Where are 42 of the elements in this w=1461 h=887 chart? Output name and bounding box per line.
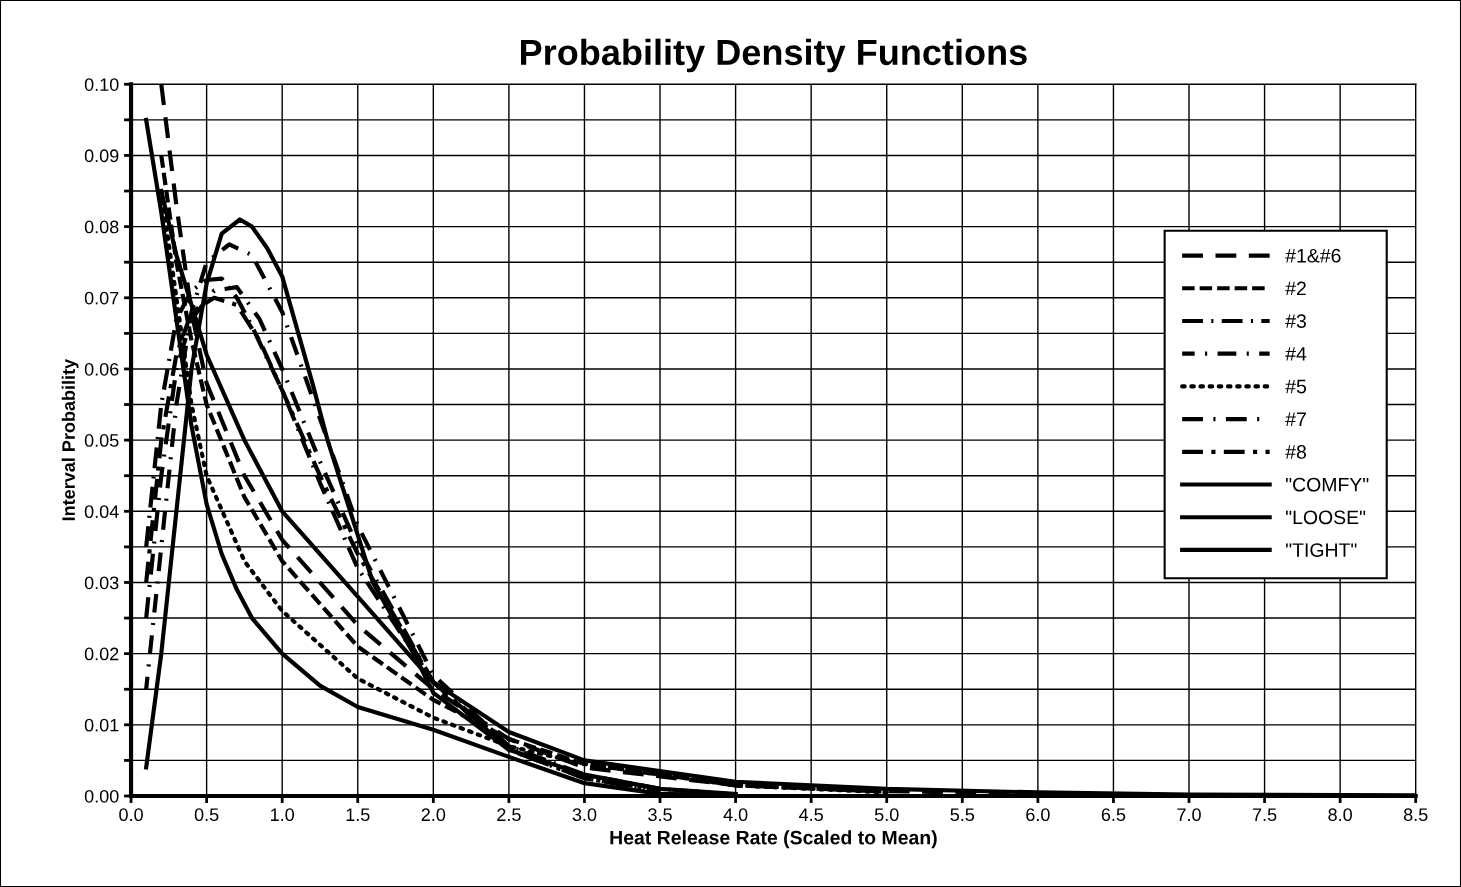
x-tick-label: 2.0 [421,808,446,822]
legend-label: #7 [1285,412,1306,426]
x-tick-label: 0.0 [119,808,143,822]
y-tick-label: 0.03 [84,576,119,590]
x-tick-label: 3.5 [648,808,672,822]
y-axis-title: Interval Probability [61,358,79,521]
y-tick-label: 0.01 [84,718,119,732]
legend-label: #2 [1285,281,1306,296]
x-tick-label: 6.5 [1101,808,1126,822]
y-tick-label: 0.00 [84,789,119,803]
y-tick-label: 0.09 [84,149,119,163]
legend-label: #3 [1285,314,1306,328]
x-tick-label: 6.0 [1026,808,1050,822]
legend-label: #5 [1285,379,1307,394]
y-tick-label: 0.06 [84,362,119,376]
legend-label: #4 [1285,347,1307,361]
legend-label: "TIGHT" [1286,543,1357,557]
x-axis-title: Heat Release Rate (Scaled to Mean) [610,830,937,849]
x-tick-label: 7.0 [1177,808,1201,822]
x-tick-label: 0.5 [194,808,219,822]
x-tick-label: 7.5 [1252,808,1277,822]
x-tick-label: 8.0 [1328,808,1352,822]
x-tick-label: 5.5 [950,808,975,822]
y-tick-label: 0.04 [84,505,119,519]
y-tick-label: 0.07 [84,291,119,305]
y-tick-label: 0.10 [84,78,119,91]
legend-label: "LOOSE" [1286,510,1366,525]
x-tick-label: 4.5 [799,808,823,822]
y-tick-label: 0.08 [84,220,119,234]
legend-label: #1&#6 [1285,248,1341,263]
chart-title: Probability Density Functions [521,38,1027,73]
y-tick-label: 0.02 [84,647,119,661]
x-tick-label: 4.0 [723,808,748,822]
x-tick-label: 3.0 [572,808,597,822]
x-tick-label: 1.0 [271,808,295,822]
x-tick-label: 1.5 [346,808,370,822]
legend-label: #8 [1285,445,1306,459]
x-tick-label: 5.0 [874,808,899,822]
x-tick-label: 8.5 [1403,808,1428,822]
y-tick-label: 0.05 [84,434,119,447]
x-tick-label: 2.5 [497,808,521,822]
legend-label: "COMFY" [1286,477,1369,492]
